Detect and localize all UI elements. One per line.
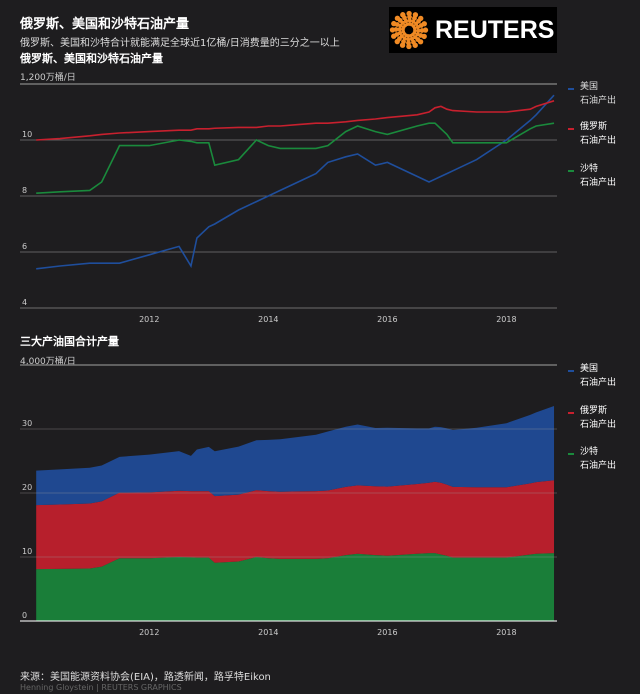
legend-saudi-1: 沙特 石油产出 [568, 162, 616, 190]
logo-dot [406, 37, 411, 42]
logo-dot [421, 33, 427, 40]
logo-dot [417, 39, 424, 45]
x-tick-label: 2018 [496, 628, 516, 635]
area-saudi [36, 553, 555, 621]
logo-dot [397, 27, 402, 32]
logo-dot [407, 18, 412, 23]
y-tick-label: 0 [22, 611, 27, 620]
legend-russia-2: 俄罗斯 石油产出 [568, 404, 616, 432]
y-tick-label: 6 [22, 242, 27, 251]
series-line-saudi [36, 122, 555, 194]
credit: Henning Gloystein | REUTERS GRAPHICS [20, 683, 182, 692]
legend-russia-1: 俄罗斯 石油产出 [568, 120, 616, 148]
chart-subtitle: 俄罗斯、美国和沙特合计就能满足全球近1亿桶/日消费量的三分之一以上 [20, 38, 340, 49]
logo-dot [391, 20, 397, 27]
x-tick-label: 2014 [258, 628, 278, 635]
y-tick-label: 10 [22, 130, 32, 139]
x-tick-label: 2014 [258, 315, 278, 324]
legend-saudi-2: 沙特 石油产出 [568, 445, 616, 473]
y-tick-label: 30 [22, 419, 32, 428]
legend-us-1: 美国 石油产出 [568, 80, 616, 108]
x-tick-label: 2012 [139, 315, 159, 324]
x-tick-label: 2016 [377, 315, 397, 324]
logo-dot [418, 15, 424, 22]
legend-marker [568, 370, 574, 372]
logo-dot [389, 27, 396, 33]
logo-dot [412, 12, 419, 18]
logo-dot [422, 27, 429, 33]
x-tick-label: 2018 [496, 315, 516, 324]
source-note: 来源：美国能源资料协会(EIA)，路透新闻，路孚特Eikon [20, 672, 271, 683]
y-tick-label: 10 [22, 547, 32, 556]
reuters-dots-icon [389, 10, 429, 50]
x-tick-label: 2012 [139, 628, 159, 635]
logo-text: REUTERS [435, 15, 555, 44]
legend-marker [568, 88, 574, 90]
logo-dot [421, 21, 427, 27]
chart-title: 俄罗斯、美国和沙特石油产量 [20, 17, 190, 32]
reuters-logo: REUTERS [389, 7, 557, 53]
series-line-us [36, 94, 555, 270]
y-tick-label: 20 [22, 483, 32, 492]
logo-dot [411, 24, 416, 29]
legend-marker [568, 412, 574, 414]
logo-dot [394, 38, 400, 45]
logo-dot [412, 42, 418, 48]
legend-marker [568, 128, 574, 130]
chart1-title: 俄罗斯、美国和沙特石油产量 [20, 52, 163, 65]
legend-marker [568, 453, 574, 455]
y-tick-label: 8 [22, 186, 27, 195]
logo-dot [416, 28, 421, 33]
area-russia [36, 480, 555, 570]
logo-dot [391, 33, 397, 39]
x-tick-label: 2016 [377, 628, 397, 635]
series-line-russia [36, 100, 555, 141]
logo-dot [399, 42, 406, 48]
line-chart: 4 6 8 10 2012 2014 2016 2018 [20, 83, 557, 324]
area-chart: 0 10 20 30 2012 2014 2016 2018 [20, 364, 557, 635]
area-us [36, 405, 555, 506]
logo-dot [406, 10, 412, 17]
chart2-unit: 4,000万桶/日 [20, 357, 76, 367]
chart1-unit: 1,200万桶/日 [20, 73, 76, 83]
y-tick-label: 4 [22, 298, 27, 307]
chart2-title: 三大产油国合计产量 [20, 335, 119, 348]
legend-us-2: 美国 石油产出 [568, 362, 616, 390]
logo-dot [406, 43, 412, 50]
logo-dot [394, 15, 401, 21]
legend-marker [568, 170, 574, 172]
logo-dot [400, 12, 406, 18]
